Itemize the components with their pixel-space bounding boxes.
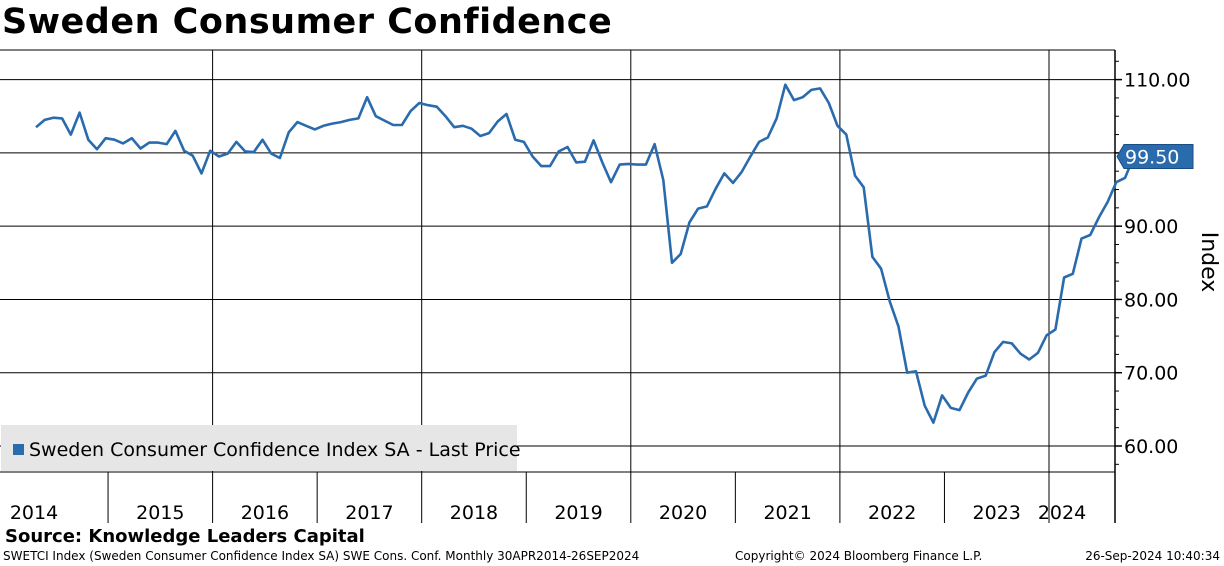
legend-box (1, 425, 517, 471)
x-tick-label-2021: 2021 (763, 502, 811, 524)
series-line (35, 83, 1136, 424)
x-tick-label-2016: 2016 (241, 502, 289, 524)
plot-layer (35, 83, 1136, 424)
x-tick-label-2022: 2022 (868, 502, 916, 524)
y-tick-label-60: 60.00 (1124, 436, 1178, 458)
y-axis-title: Index (1196, 232, 1221, 293)
legend-swatch (13, 444, 24, 455)
axis-layer: 60.00 70.00 80.00 90.00 110.00 99.50 Index 2014… (10, 60, 1221, 524)
ticker-info: SWETCI Index (Sweden Consumer Confidence… (3, 549, 640, 563)
x-tick-label-2023: 2023 (973, 502, 1021, 524)
y-tick-label-80: 80.00 (1124, 289, 1178, 311)
y-tick-label-70: 70.00 (1124, 363, 1178, 385)
copyright: Copyright© 2024 Bloomberg Finance L.P. (735, 549, 983, 563)
x-tick-label-2019: 2019 (554, 502, 602, 524)
grid-layer (0, 49, 1116, 523)
last-price-label: 99.50 (1125, 147, 1179, 169)
x-tick-label-2014: 2014 (10, 502, 58, 524)
chart-title: Sweden Consumer Confidence (2, 2, 613, 42)
source-note: Source: Knowledge Leaders Capital (5, 526, 365, 547)
legend-entry: Sweden Consumer Confidence Index SA - La… (29, 439, 521, 461)
x-tick-label-2020: 2020 (659, 502, 707, 524)
x-tick-label-2024: 2024 (1038, 502, 1086, 524)
timestamp: 26-Sep-2024 10:40:34 (1085, 549, 1220, 563)
x-tick-label-2015: 2015 (136, 502, 184, 524)
last-price-tag (1116, 144, 1194, 170)
y-tick-label-110: 110.00 (1124, 70, 1190, 92)
y-tick-label-90: 90.00 (1124, 216, 1178, 238)
legend: Sweden Consumer Confidence Index SA - La… (1, 425, 521, 471)
x-tick-label-2018: 2018 (450, 502, 498, 524)
x-tick-label-2017: 2017 (345, 502, 393, 524)
